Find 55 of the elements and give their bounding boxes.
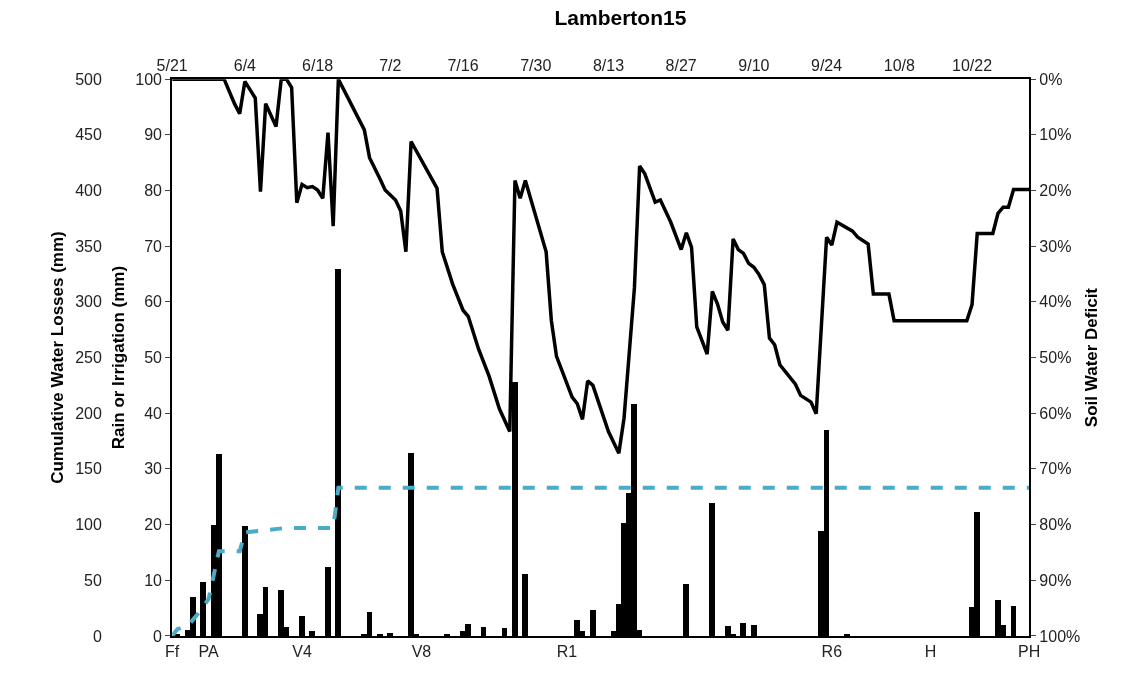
- y3-tick-label: 90%: [1039, 571, 1072, 589]
- x-tick-label: R1: [556, 643, 578, 661]
- y-tick-label: 50: [144, 349, 163, 367]
- y3-tick-label: 50%: [1039, 349, 1072, 367]
- x2-tick-label: 8/27: [665, 56, 697, 74]
- y2-tick-label: 200: [75, 404, 102, 422]
- y-tick-label: 30: [144, 460, 163, 478]
- y-tick-label: 40: [144, 404, 163, 422]
- y2-tick-label: 500: [75, 70, 102, 88]
- y3-tick-label: 10%: [1039, 126, 1072, 144]
- y3-tick-label: 0%: [1039, 70, 1063, 88]
- x2-tick-label: 6/4: [233, 56, 257, 74]
- x2-tick-label: 8/13: [592, 56, 625, 74]
- y2-axis-title: Cumulative Water Losses (mm): [47, 231, 67, 484]
- x-tick-label: R6: [821, 643, 843, 661]
- x-tick-label: Ff: [165, 643, 180, 661]
- y3-tick-label: 60%: [1039, 404, 1072, 422]
- x-tick-label: H: [924, 643, 937, 661]
- y3-tick-label: 80%: [1039, 516, 1072, 534]
- x2-tick-label: 9/24: [811, 56, 843, 74]
- y3-tick-label: 100%: [1039, 627, 1081, 645]
- y3-tick-label: 40%: [1039, 293, 1072, 311]
- x-tick-label: PH: [1018, 643, 1041, 661]
- y-tick-label: 10: [144, 571, 163, 589]
- y2-tick-label: 250: [75, 349, 102, 367]
- y-tick-label: 80: [144, 182, 163, 200]
- y-tick-label: 20: [144, 516, 163, 534]
- x-tick-label: V8: [411, 643, 432, 661]
- chart-title: Lamberton15: [554, 6, 687, 30]
- y2-tick-label: 50: [84, 571, 102, 589]
- y2-tick-label: 450: [75, 126, 102, 144]
- y2-tick-label: 0: [92, 627, 102, 645]
- y3-tick-label: 30%: [1039, 237, 1072, 255]
- y2-tick-label: 350: [75, 237, 102, 255]
- y2-tick-label: 150: [75, 460, 102, 478]
- x2-tick-label: 10/8: [883, 56, 915, 74]
- y2-tick-label: 400: [75, 182, 102, 200]
- y-tick-label: 60: [144, 293, 163, 311]
- x2-tick-label: 6/18: [302, 56, 334, 74]
- y-tick-label: 90: [144, 126, 163, 144]
- y2-tick-label: 100: [75, 516, 102, 534]
- x-tick-label: PA: [198, 643, 219, 661]
- y3-tick-label: 20%: [1039, 182, 1072, 200]
- x2-tick-label: 7/2: [379, 56, 402, 74]
- x2-tick-label: 10/22: [952, 56, 993, 74]
- x-tick-label: V4: [292, 643, 312, 661]
- y3-tick-label: 70%: [1039, 460, 1072, 478]
- x2-tick-label: 7/16: [447, 56, 479, 74]
- y-axis-title: Rain or Irrigation (mm): [109, 265, 129, 450]
- x2-tick-label: 7/30: [520, 56, 552, 74]
- y3-axis-title: Soil Water Deficit: [1082, 287, 1102, 428]
- y2-tick-label: 300: [75, 293, 102, 311]
- x2-tick-label: 9/10: [738, 56, 770, 74]
- y-tick-label: 0: [153, 627, 163, 645]
- y-tick-label: 70: [144, 237, 163, 255]
